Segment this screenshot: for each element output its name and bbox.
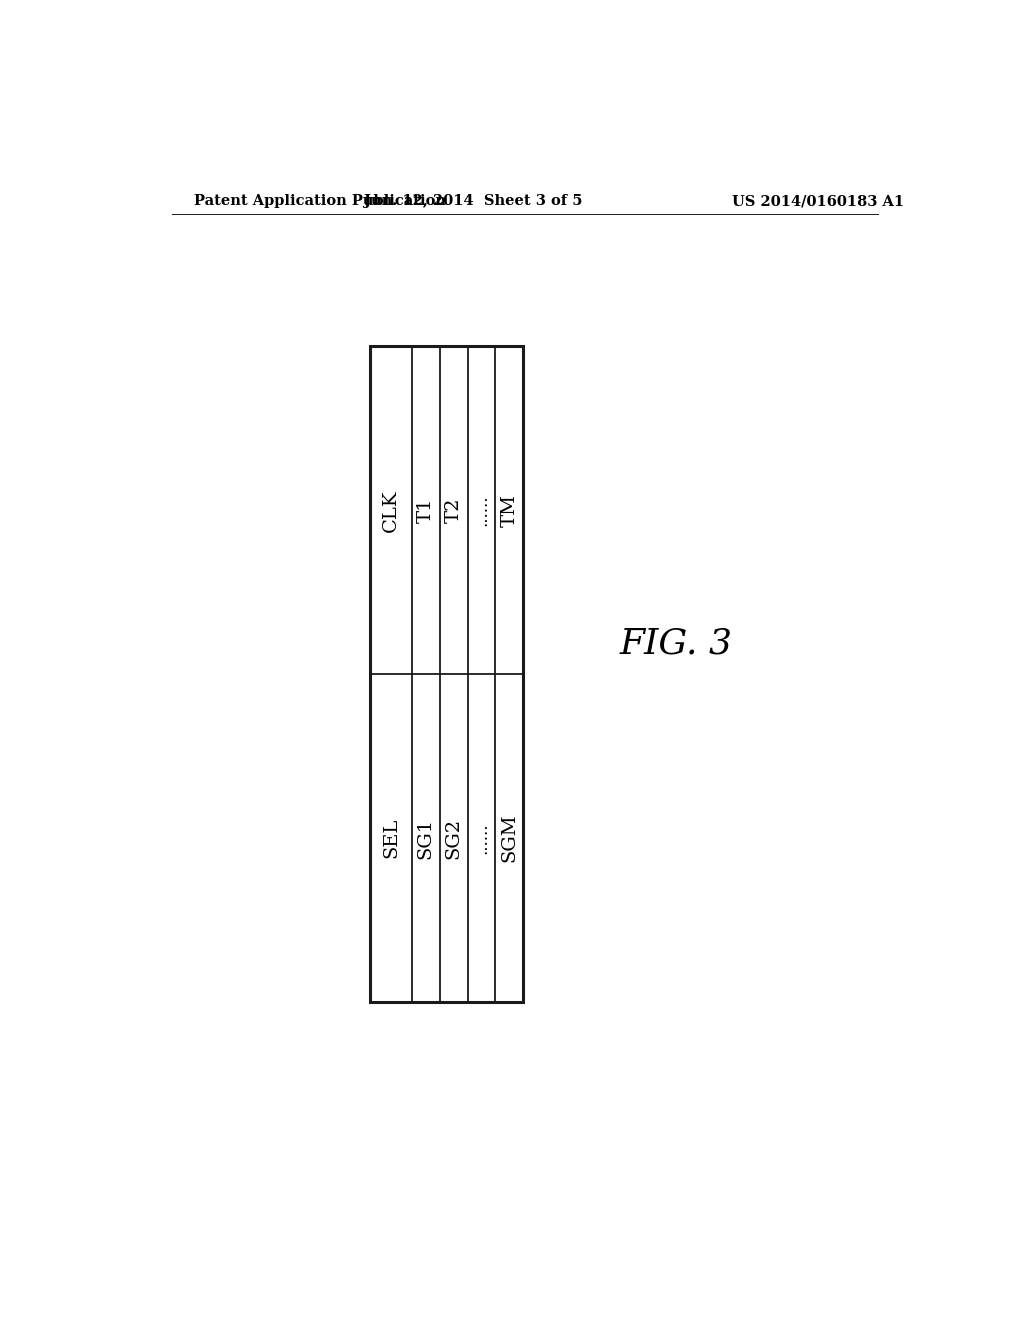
Text: Jun. 12, 2014  Sheet 3 of 5: Jun. 12, 2014 Sheet 3 of 5 (364, 194, 583, 209)
Bar (370, 346, 523, 1002)
Text: SG2: SG2 (444, 817, 463, 859)
Text: CLK: CLK (382, 490, 400, 532)
Text: T1: T1 (417, 498, 435, 523)
Text: SG1: SG1 (417, 817, 435, 859)
Text: TM: TM (501, 494, 518, 527)
Text: FIG. 3: FIG. 3 (620, 627, 732, 661)
Text: ......: ...... (473, 495, 489, 527)
Text: SGM: SGM (501, 814, 518, 862)
Text: ......: ...... (473, 822, 489, 854)
Text: SEL: SEL (382, 818, 400, 858)
Text: T2: T2 (444, 498, 463, 523)
Text: US 2014/0160183 A1: US 2014/0160183 A1 (732, 194, 904, 209)
Text: Patent Application Publication: Patent Application Publication (194, 194, 445, 209)
